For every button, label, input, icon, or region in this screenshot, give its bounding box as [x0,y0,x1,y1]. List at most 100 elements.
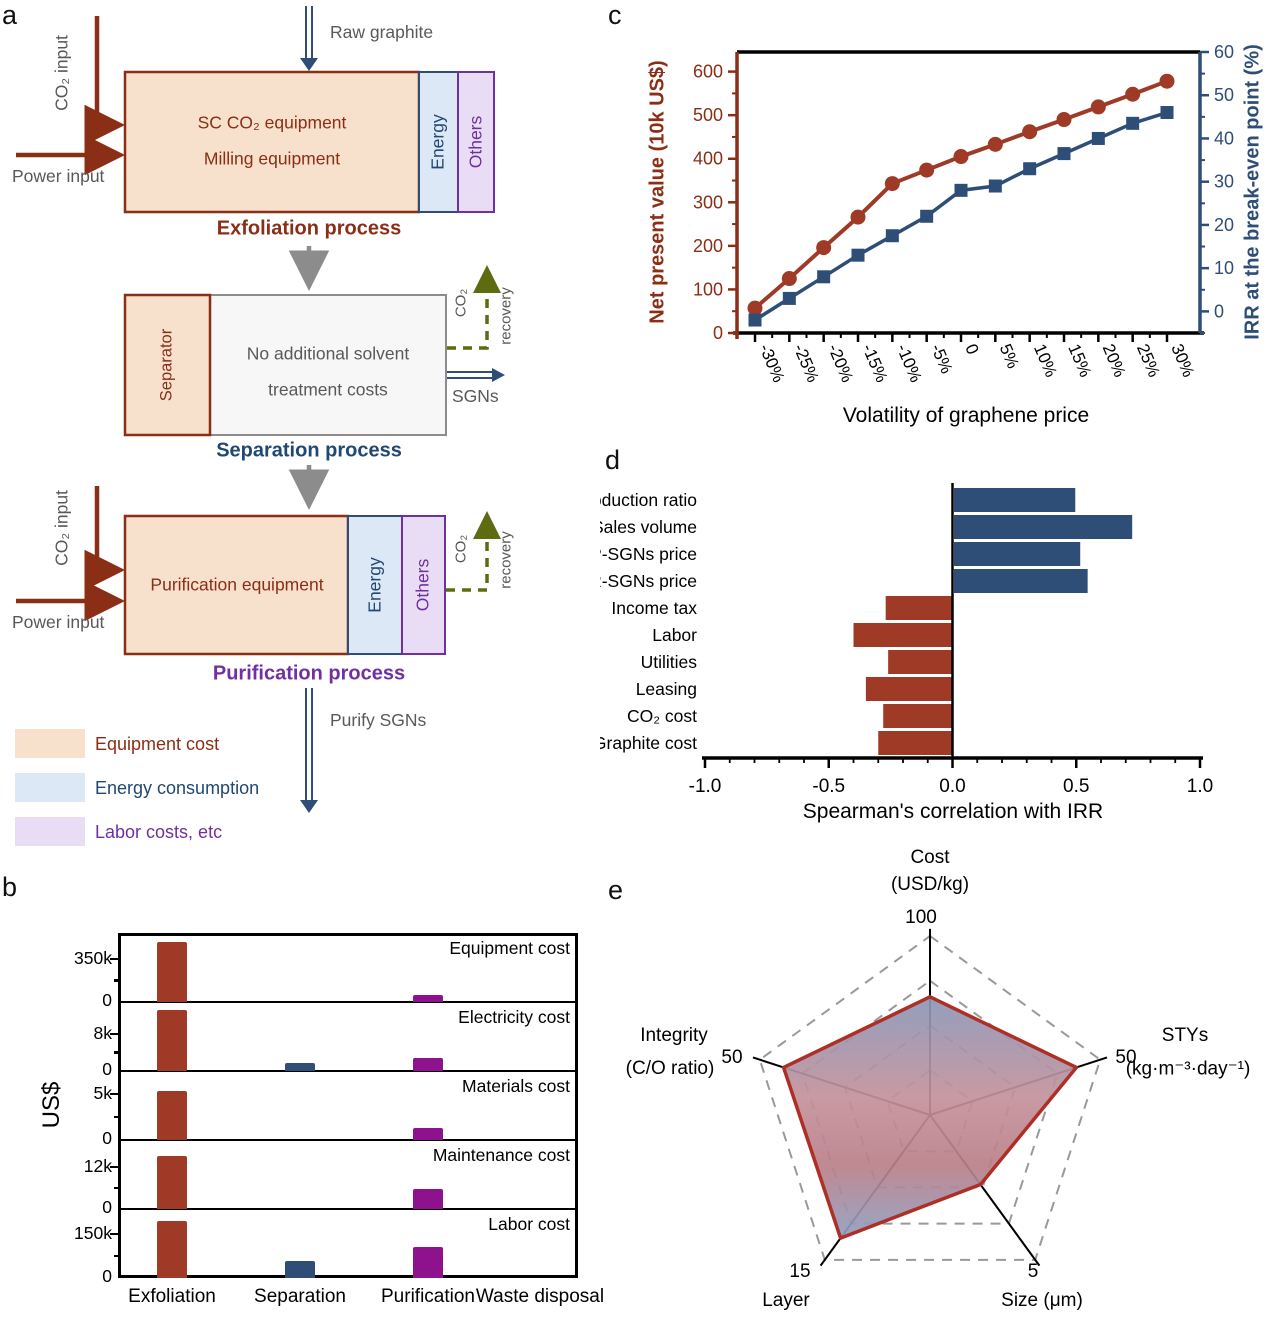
exfoliation-others-label: Others [465,115,486,169]
separator-box [123,293,212,437]
ytick-major [110,957,118,961]
bar-exfoliation-equipment-cost [157,942,187,1002]
net-present-value-10k-us-point [781,271,797,287]
co2-input-arrow-1 [84,16,125,146]
left-tick-label: 300 [693,192,723,212]
bar-income-tax [885,596,953,620]
radar-axis-cost-sublabel: (USD/kg) [890,874,970,895]
ytick-label-5k: 5k [93,1082,112,1103]
radar-axis-stys-label: STYs [1161,1025,1209,1046]
irr-at-the-break-even-point-point [920,209,934,223]
x-tick-label: -25% [790,341,823,385]
panel-b: b US$ Equipment cost 350k 0 Electricity cos… [0,860,620,1317]
right-tick-label: 30 [1214,172,1234,192]
bar-exfoliation-electricity-cost [157,1010,187,1071]
x-tick-label: -5% [927,341,956,376]
bar-r-sgns-price [954,569,1088,593]
category-label-purification: Purification [381,1286,475,1307]
category-label-exfoliation: Exfoliation [128,1286,216,1307]
x-tick-label: 1.0 [1187,776,1213,797]
panel-d: d Production ratio Sales volume P-SGNs pri… [600,440,1268,840]
irr-at-the-break-even-point-point [1091,131,1105,145]
separation-line2: treatment costs [268,379,388,400]
ytick-major [110,1092,118,1096]
purification-equipment-box [123,514,350,656]
radar-axis-integrity-label: Integrity [640,1025,708,1046]
ytick-minor [114,1254,118,1258]
legend-label-equipment: Equipment cost [95,734,220,754]
panel-b-ylabel: US$ [38,1081,65,1129]
power-input-label-2: Power input [12,612,105,632]
zero-line-equipment-cost [118,1001,578,1003]
bar-exfoliation-labor-cost [157,1220,187,1278]
radar-axis-integrity-sublabel: (C/O ratio) [625,1058,715,1079]
exfoliation-equipment-box [123,70,421,214]
bar-purification-equipment-cost [413,995,443,1002]
ytick-minor [114,979,118,982]
panel-e-letter: e [608,875,624,905]
right-tick-label: 40 [1214,128,1234,148]
panel-c-xlabel: Volatility of graphene price [842,404,1090,427]
panel-e: e Cost (USD/kg) 100 STYs (kg·m⁻³·day⁻¹) … [600,840,1268,1317]
x-tick-label: -30% [755,341,788,385]
legend-swatch-equipment [15,729,85,758]
irr-at-the-break-even-point-point [1126,116,1140,130]
bar-purification-maintenance-cost [413,1189,443,1209]
ytick-label-zero: 0 [102,1128,112,1148]
row-label-maintenance-cost: Maintenance cost [432,1145,570,1165]
ytick-label-zero: 0 [102,1197,112,1217]
grid-pentagon [758,934,1102,1261]
category-label-graphite-cost: Graphite cost [600,733,697,753]
x-tick-label: -15% [858,341,891,385]
bar-production-ratio [954,488,1076,512]
irr-at-the-break-even-point-point [1057,147,1071,161]
row-label-labor-cost: Labor cost [488,1214,570,1234]
x-tick-label: 25% [1133,341,1164,380]
panel-d-xlabel: Spearman's correlation with IRR [802,800,1104,823]
flow-diagram-graphics [16,6,505,813]
irr-at-the-break-even-point-point [1160,106,1174,120]
npv-irr-chart: 0 100 200 300 400 500 600 0 10 20 30 40 50 60 -30% -25%… [693,42,1234,385]
bar-utilities [888,650,953,674]
separation-main-box [209,294,447,436]
x-tick-label: -10% [893,341,926,385]
panel-a: a [0,0,620,860]
net-present-value-10k-us-point [850,209,866,225]
bar-purification-labor-cost [413,1246,443,1278]
category-label-co-cost: CO₂ cost [627,706,697,726]
exfoliation-energy-label: Energy [427,114,448,170]
purify-sgns-arrowhead [300,800,318,813]
net-present-value-10k-us-point [816,240,832,256]
purification-energy-box [347,515,403,655]
x-tick-label: -1.0 [689,776,722,797]
ytick-label-150k: 150k [74,1222,112,1243]
bar-purification-materials-cost [413,1127,443,1140]
left-tick-label: 200 [693,236,723,256]
purification-others-label: Others [412,558,433,612]
ytick-label-zero: 0 [102,1266,112,1286]
net-present-value-10k-us-point [1125,86,1141,102]
ytick-label-350k: 350k [74,947,112,968]
net-present-value-10k-us-point [1090,99,1106,115]
irr-at-the-break-even-point-point [748,313,762,327]
irr-at-the-break-even-point-line [754,110,1168,322]
ytick-minor [114,1186,118,1190]
radar-chart [752,928,1108,1267]
x-tick-label: 15% [1064,341,1095,380]
category-label-r-sgns-price: R-SGNs price [600,571,697,591]
category-label-sales-volume: Sales volume [600,517,697,537]
co2-recovery-label-2: recovery [497,531,515,589]
sgns-arrowhead [492,368,505,382]
category-label-labor: Labor [652,625,697,645]
x-tick-label: 0.5 [1063,776,1089,797]
panel-d-letter: d [605,445,621,475]
bar-leasing [865,677,953,701]
co2-recovery-co2-label-2: CO₂ [452,534,470,564]
purification-equipment-label: Purification equipment [150,574,324,595]
panel-b-letter: b [2,872,18,902]
net-present-value-10k-us-point [1159,73,1175,89]
radar-axis-layer-label: Layer [762,1290,810,1311]
raw-graphite-arrowhead [300,58,318,71]
x-tick-label: 0 [961,341,982,357]
zero-line-materials-cost [118,1139,578,1141]
